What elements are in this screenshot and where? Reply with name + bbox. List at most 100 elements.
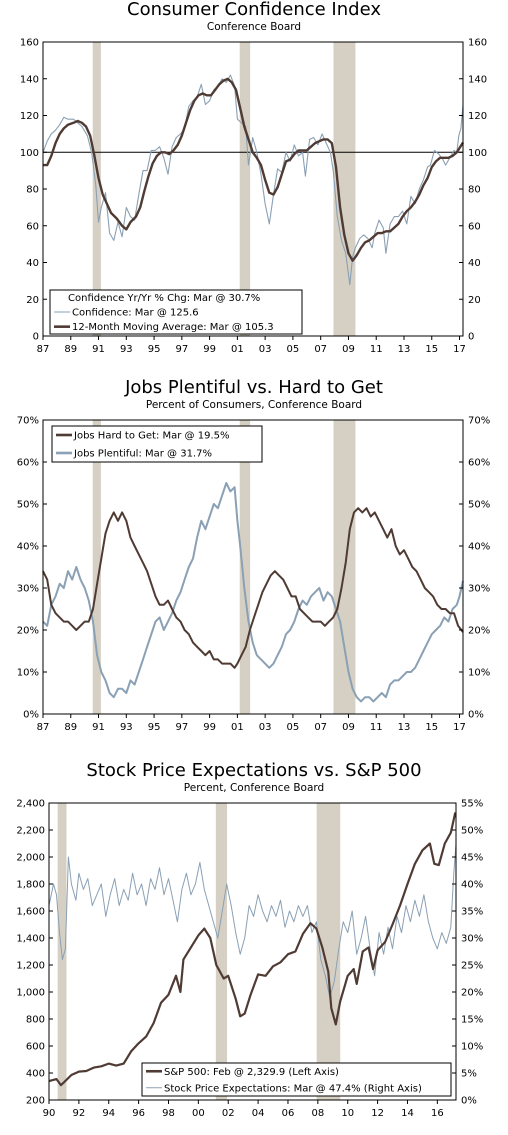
recession-bar [215, 803, 228, 1100]
recession-bar [239, 42, 251, 336]
jobs-plentiful-chart: Jobs Plentiful vs. Hard to Get Percent o… [0, 378, 508, 738]
series-line [42, 74, 464, 286]
x-tick-label: 13 [398, 344, 411, 355]
jobs-plentiful-plot: 0% 10% 20% 30% 40% 50% 60% 70% 0% 10% 20% 30% 40% 50%… [17, 416, 490, 734]
y-tick-label-left: 10% [17, 668, 39, 679]
chart-subtitle: Conference Board [206, 21, 302, 33]
y-tick-label-left: 800 [26, 1015, 45, 1026]
y-tick-label-right: 40% [461, 880, 483, 891]
y-tick-label-left: 1,600 [16, 907, 45, 918]
x-tick-label: 01 [231, 722, 244, 733]
y-tick-label-left: 0% [23, 710, 39, 721]
y-tick-label-right: 10% [468, 668, 490, 679]
x-tick-label: 00 [192, 1108, 205, 1119]
y-tick-label-right: 20 [468, 295, 481, 306]
x-tick-label: 96 [132, 1108, 145, 1119]
x-tick-label: 11 [370, 344, 383, 355]
y-tick-label-right: 40 [468, 258, 481, 269]
y-tick-label-right: 0% [461, 1096, 477, 1107]
y-tick-label-right: 20% [461, 988, 483, 999]
x-tick-label: 05 [287, 722, 300, 733]
y-tick-label-left: 50% [17, 500, 39, 511]
y-tick-label-right: 100 [468, 148, 487, 159]
y-tick-label-right: 30% [468, 584, 490, 595]
x-tick-label: 01 [231, 344, 244, 355]
y-tick-label-right: 10% [461, 1042, 483, 1053]
x-tick-label: 08 [311, 1108, 324, 1119]
y-tick-label-right: 70% [468, 416, 490, 427]
series-line [48, 812, 457, 1087]
x-tick-label: 02 [222, 1108, 235, 1119]
legend-label: Jobs Hard to Get: Mar @ 19.5% [73, 431, 230, 442]
x-tick-label: 03 [259, 722, 272, 733]
chart-subtitle: Percent, Conference Board [183, 782, 325, 794]
x-tick-label: 99 [203, 722, 216, 733]
chart-title: Jobs Plentiful vs. Hard to Get [125, 377, 383, 398]
y-tick-label-left: 40 [26, 258, 39, 269]
series-line [42, 482, 464, 703]
y-tick-label-left: 20% [17, 626, 39, 637]
x-tick-label: 95 [148, 344, 161, 355]
legend-label: Jobs Plentiful: Mar @ 31.7% [73, 449, 212, 460]
y-tick-label-left: 2,400 [16, 799, 45, 810]
y-tick-label-left: 200 [26, 1096, 45, 1107]
x-tick-label: 93 [120, 722, 133, 733]
x-tick-label: 99 [203, 344, 216, 355]
y-tick-label-left: 70% [17, 416, 39, 427]
x-tick-label: 15 [425, 344, 438, 355]
x-tick-label: 89 [64, 722, 77, 733]
y-tick-label-left: 2,000 [16, 853, 45, 864]
x-tick-label: 91 [92, 722, 105, 733]
y-tick-label-left: 1,000 [16, 988, 45, 999]
y-tick-label-right: 25% [461, 961, 483, 972]
y-tick-label-left: 20 [26, 295, 39, 306]
y-tick-label-right: 35% [461, 907, 483, 918]
y-tick-label-right: 5% [461, 1069, 477, 1080]
y-tick-label-right: 20% [468, 626, 490, 637]
recession-bar [333, 42, 356, 336]
stock-expectations-chart: Stock Price Expectations vs. S&P 500 Per… [0, 761, 508, 1134]
y-tick-label-left: 1,400 [16, 934, 45, 945]
chart-subtitle: Percent of Consumers, Conference Board [145, 399, 363, 411]
y-tick-label-left: 600 [26, 1042, 45, 1053]
y-tick-label-left: 1,800 [16, 880, 45, 891]
x-tick-label: 87 [37, 722, 50, 733]
x-tick-label: 03 [259, 344, 272, 355]
y-tick-label-left: 40% [17, 542, 39, 553]
y-tick-label-left: 1,200 [16, 961, 45, 972]
series-line [43, 77, 465, 262]
y-tick-label-left: 400 [26, 1069, 45, 1080]
consumer-confidence-plot: 0 20 40 60 80 100 120 140 160 0 20 40 60 80 100 120 140 1… [20, 38, 487, 356]
x-tick-label: 90 [43, 1108, 56, 1119]
x-tick-label: 04 [252, 1108, 265, 1119]
chart-title: Stock Price Expectations vs. S&P 500 [86, 760, 422, 781]
x-tick-label: 98 [162, 1108, 175, 1119]
y-tick-label-left: 140 [20, 74, 39, 85]
legend-label: Stock Price Expectations: Mar @ 47.4% (R… [164, 1083, 422, 1094]
legend-label: Confidence Yr/Yr % Chg: Mar @ 30.7% [68, 293, 260, 304]
y-tick-label-right: 15% [461, 1015, 483, 1026]
y-tick-label-right: 0% [468, 710, 484, 721]
y-tick-label-right: 30% [461, 934, 483, 945]
legend-box [49, 289, 303, 335]
y-tick-label-left: 0 [33, 332, 39, 343]
y-tick-label-right: 55% [461, 799, 483, 810]
legend-label: Confidence: Mar @ 125.6 [72, 308, 199, 319]
x-tick-label: 12 [371, 1108, 384, 1119]
legend-label: 12-Month Moving Average: Mar @ 105.3 [72, 322, 274, 333]
legend-box [51, 425, 263, 463]
x-tick-label: 07 [314, 344, 327, 355]
x-tick-label: 94 [102, 1108, 115, 1119]
y-tick-label-right: 60 [468, 221, 481, 232]
x-tick-label: 07 [314, 722, 327, 733]
chart-title: Consumer Confidence Index [127, 0, 381, 20]
y-tick-label-right: 140 [468, 74, 487, 85]
y-tick-label-left: 100 [20, 148, 39, 159]
x-tick-label: 95 [148, 722, 161, 733]
x-tick-label: 10 [341, 1108, 354, 1119]
y-tick-label-right: 0 [468, 332, 474, 343]
y-tick-label-left: 80 [26, 185, 39, 196]
y-tick-label-left: 30% [17, 584, 39, 595]
series-line [42, 507, 464, 669]
x-tick-label: 14 [401, 1108, 414, 1119]
